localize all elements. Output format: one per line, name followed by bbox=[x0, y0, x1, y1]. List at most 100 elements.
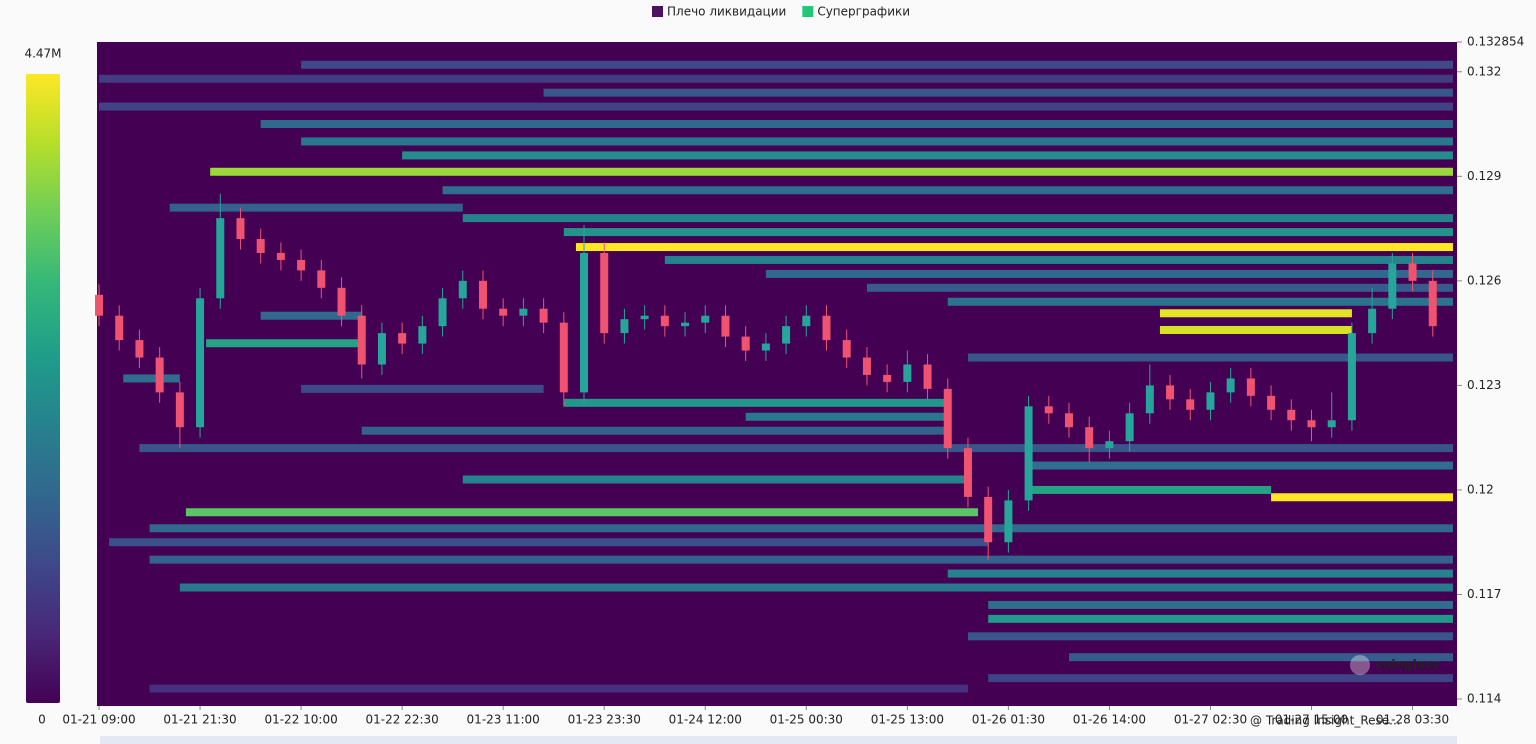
liquidation-band bbox=[1159, 309, 1352, 318]
liquidation-band bbox=[462, 214, 1453, 223]
liquidation-band bbox=[462, 475, 968, 484]
candle-body bbox=[418, 326, 427, 344]
candle-body bbox=[580, 252, 589, 393]
liquidation-band bbox=[563, 398, 948, 407]
liquidation-band bbox=[543, 88, 1453, 97]
liquidation-band bbox=[765, 269, 1453, 278]
candle-body bbox=[1125, 413, 1134, 442]
liquidation-band bbox=[260, 311, 362, 320]
y-tick-label: 0.129 bbox=[1467, 169, 1501, 183]
candle-body bbox=[1145, 385, 1154, 414]
liquidation-band bbox=[139, 444, 1453, 453]
liquidation-band bbox=[301, 384, 544, 393]
liquidation-band bbox=[967, 632, 1453, 641]
liquidation-band bbox=[301, 60, 1453, 69]
candle-body bbox=[1206, 392, 1215, 410]
candle-body bbox=[1186, 399, 1195, 410]
liquidation-band bbox=[179, 583, 1453, 592]
candle-body bbox=[519, 308, 528, 316]
candle-body bbox=[337, 287, 346, 316]
candle-body bbox=[903, 364, 912, 382]
liquidation-band bbox=[664, 255, 1453, 264]
candle-body bbox=[1287, 409, 1296, 421]
navigator bbox=[100, 736, 1457, 744]
candle-body bbox=[1024, 406, 1033, 501]
watermark: coinglass bbox=[1376, 658, 1439, 672]
candle-body bbox=[1408, 263, 1417, 281]
candle-body bbox=[1428, 280, 1437, 327]
candle-body bbox=[398, 333, 407, 344]
liquidation-band bbox=[149, 524, 1453, 533]
liquidation-band bbox=[563, 228, 1453, 237]
candle-body bbox=[175, 392, 184, 428]
liquidation-band bbox=[1028, 461, 1453, 470]
candle-body bbox=[1004, 500, 1013, 543]
liquidation-band bbox=[185, 508, 979, 517]
candle-body bbox=[1307, 420, 1316, 428]
candle-body bbox=[761, 343, 770, 351]
liquidation-band bbox=[210, 167, 1453, 176]
candle-body bbox=[741, 336, 750, 351]
liquidation-band bbox=[866, 283, 1453, 292]
y-tick-label: 0.132 bbox=[1467, 64, 1501, 78]
legend-swatch[interactable] bbox=[802, 6, 814, 17]
x-tick-label: 01-21 21:30 bbox=[163, 713, 236, 727]
legend-label[interactable]: Плечо ликвидации bbox=[667, 5, 786, 19]
legend-swatch[interactable] bbox=[652, 6, 663, 17]
candle-body bbox=[1388, 263, 1397, 309]
liquidation-band bbox=[442, 186, 1453, 195]
x-tick-label: 01-23 23:30 bbox=[568, 713, 641, 727]
candle-body bbox=[640, 315, 649, 320]
candle-body bbox=[1368, 308, 1377, 334]
legend-label[interactable]: Суперграфики bbox=[817, 5, 910, 19]
candle-body bbox=[802, 315, 811, 327]
liquidation-band bbox=[947, 569, 1453, 578]
colorbar bbox=[26, 74, 60, 703]
x-tick-label: 01-26 01:30 bbox=[972, 713, 1045, 727]
candle-body bbox=[620, 319, 629, 334]
x-tick-label: 01-21 09:00 bbox=[62, 713, 135, 727]
x-tick-label: 01-23 11:00 bbox=[467, 713, 540, 727]
liquidation-band bbox=[1028, 485, 1272, 494]
candle-body bbox=[681, 322, 690, 327]
candle-body bbox=[478, 280, 487, 309]
x-tick-label: 01-22 10:00 bbox=[264, 713, 337, 727]
liquidation-band bbox=[206, 339, 362, 348]
x-tick-label: 01-25 13:00 bbox=[871, 713, 944, 727]
watermark-logo bbox=[1350, 655, 1370, 675]
candle-body bbox=[923, 364, 932, 389]
watermark: @ Trading Insight_Rese... bbox=[1250, 714, 1401, 728]
liquidation-band bbox=[402, 151, 1453, 160]
heatmap bbox=[99, 60, 1453, 693]
candle-body bbox=[1246, 378, 1255, 396]
x-tick-label: 01-26 14:00 bbox=[1073, 713, 1146, 727]
candle-body bbox=[357, 315, 366, 365]
candle-body bbox=[984, 496, 993, 543]
y-tick-label: 0.123 bbox=[1467, 378, 1501, 392]
liquidation-band bbox=[99, 74, 1453, 83]
liquidation-band bbox=[745, 412, 948, 421]
x-tick-label: 01-24 12:00 bbox=[669, 713, 742, 727]
liquidation-band bbox=[988, 674, 1453, 683]
liquidation-band bbox=[109, 538, 989, 547]
candle-body bbox=[842, 340, 851, 358]
colorbar-label: 4.47M bbox=[24, 47, 61, 61]
candle-body bbox=[943, 388, 952, 449]
candle-body bbox=[1105, 441, 1114, 449]
liquidation-band bbox=[947, 297, 1453, 306]
liquidation-band bbox=[123, 374, 180, 383]
candle-body bbox=[216, 218, 225, 299]
candle-body bbox=[862, 357, 871, 375]
liquidation-band bbox=[1271, 493, 1453, 502]
candle-body bbox=[438, 298, 447, 327]
candle-body bbox=[458, 280, 467, 299]
candle-body bbox=[822, 315, 831, 341]
candle-body bbox=[883, 374, 892, 382]
liquidation-band bbox=[1159, 325, 1352, 334]
candle-body bbox=[1327, 420, 1336, 428]
liquidation-band bbox=[1069, 653, 1453, 662]
candle-body bbox=[297, 259, 306, 271]
candle-body bbox=[196, 298, 205, 428]
liquidation-band bbox=[260, 120, 1453, 129]
x-tick-label: 01-27 15:00 bbox=[1275, 713, 1348, 727]
